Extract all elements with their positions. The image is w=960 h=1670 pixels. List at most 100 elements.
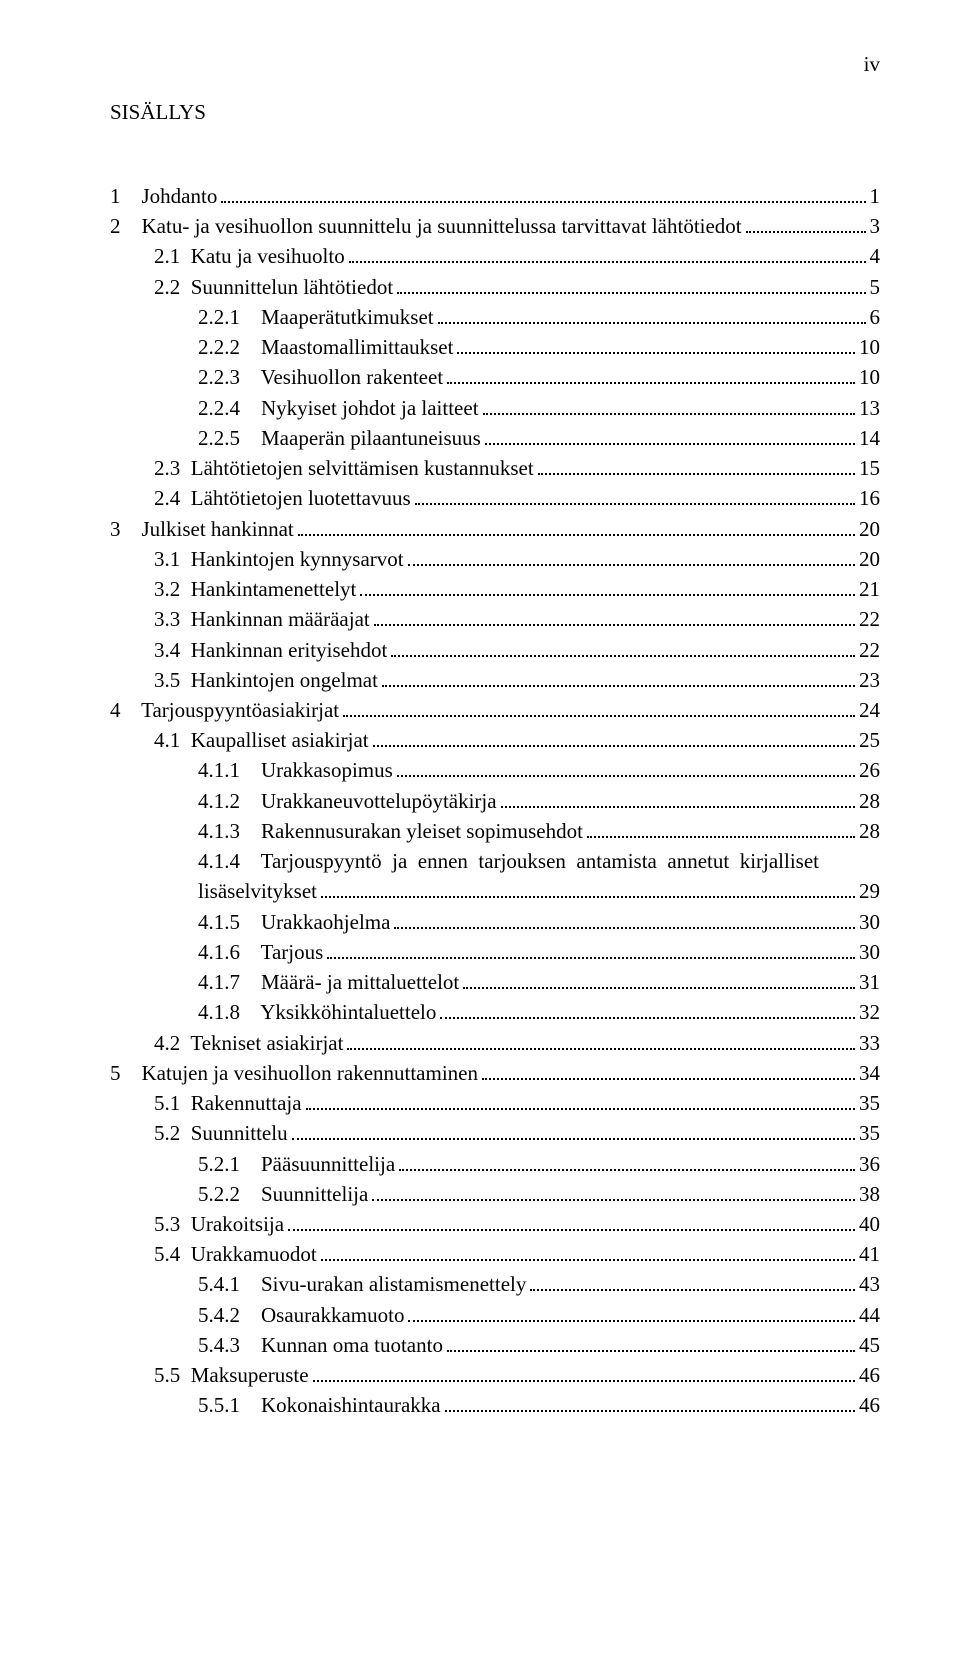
toc-leader-dots <box>457 341 855 355</box>
toc-entry-page: 21 <box>859 574 880 604</box>
toc-leader-dots <box>288 1217 855 1231</box>
toc-entry-label: 1 Johdanto <box>110 181 217 211</box>
toc-entry: 5.2.2 Suunnittelija 38 <box>110 1179 880 1209</box>
toc-entry: 2.4 Lähtötietojen luotettavuus16 <box>110 483 880 513</box>
toc-entry-page: 35 <box>859 1088 880 1118</box>
toc-entry: 5.5.1 Kokonaishintaurakka 46 <box>110 1390 880 1420</box>
toc-leader-dots <box>399 1157 855 1171</box>
toc-entry: 4.1.7 Määrä- ja mittaluettelot 31 <box>110 967 880 997</box>
toc-entry-label: 5 Katujen ja vesihuollon rakennuttaminen <box>110 1058 478 1088</box>
toc-entry: 4 Tarjouspyyntöasiakirjat 24 <box>110 695 880 725</box>
toc-entry-label: 4.1.7 Määrä- ja mittaluettelot <box>198 967 459 997</box>
toc-entry-page: 28 <box>859 786 880 816</box>
toc-entry-page: 13 <box>859 393 880 423</box>
toc-entry-page: 6 <box>870 302 881 332</box>
toc-entry-label: 4.1.3 Rakennusurakan yleiset sopimusehdo… <box>198 816 583 846</box>
toc-entry-page: 4 <box>870 241 881 271</box>
toc-entry-label: 5.2.1 Pääsuunnittelija <box>198 1149 395 1179</box>
toc-leader-dots <box>298 522 855 536</box>
toc-entry-label: 4.2 Tekniset asiakirjat <box>154 1028 343 1058</box>
toc-leader-dots <box>372 1187 855 1201</box>
toc-entry-page: 44 <box>859 1300 880 1330</box>
toc-leader-dots <box>360 583 855 597</box>
toc-entry-page: 38 <box>859 1179 880 1209</box>
toc-entry: 5.4.2 Osaurakkamuoto 44 <box>110 1300 880 1330</box>
toc-entry: 4.1.5 Urakkaohjelma30 <box>110 907 880 937</box>
toc-leader-dots <box>445 1399 855 1413</box>
toc-entry-page: 43 <box>859 1269 880 1299</box>
toc-entry-label: 5.4 Urakkamuodot <box>154 1239 317 1269</box>
toc-entry: 4.1.6 Tarjous30 <box>110 937 880 967</box>
toc-entry-page: 22 <box>859 604 880 634</box>
toc-entry-label: 3.3 Hankinnan määräajat <box>154 604 370 634</box>
toc-entry: 2.1 Katu ja vesihuolto4 <box>110 241 880 271</box>
toc-entry-label: 4.1.2 Urakkaneuvottelupöytäkirja <box>198 786 497 816</box>
toc-leader-dots <box>485 431 855 445</box>
toc-entry: 3 Julkiset hankinnat20 <box>110 514 880 544</box>
toc-entry-label: 5.4.3 Kunnan oma tuotanto <box>198 1330 443 1360</box>
toc-entry-label: 5.2.2 Suunnittelija <box>198 1179 368 1209</box>
toc-entry-page: 14 <box>859 423 880 453</box>
toc-entry: 3.3 Hankinnan määräajat 22 <box>110 604 880 634</box>
toc-leader-dots <box>221 189 865 203</box>
toc-leader-dots <box>306 1096 855 1110</box>
toc-entry: 4.1.8 Yksikköhintaluettelo 32 <box>110 997 880 1027</box>
toc-leader-dots <box>373 734 855 748</box>
toc-entry-wrap: lisäselvitykset <box>198 876 317 906</box>
toc-leader-dots <box>374 613 855 627</box>
toc-entry-page: 5 <box>870 272 881 302</box>
toc-entry: 5.4.3 Kunnan oma tuotanto 45 <box>110 1330 880 1360</box>
toc-entry-label: 5.5.1 Kokonaishintaurakka <box>198 1390 441 1420</box>
toc-leader-dots <box>321 1248 855 1262</box>
toc-entry-label: 4.1.8 Yksikköhintaluettelo <box>198 997 436 1027</box>
toc-entry-label: 4.1.6 Tarjous <box>198 937 323 967</box>
toc-entry-page: 28 <box>859 816 880 846</box>
toc-leader-dots <box>313 1369 855 1383</box>
toc-entry-page: 31 <box>859 967 880 997</box>
toc-entry-page: 10 <box>859 332 880 362</box>
toc-entry-page: 41 <box>859 1239 880 1269</box>
page: iv SISÄLLYS 1 Johdanto12 Katu- ja vesihu… <box>0 0 960 1670</box>
toc-entry-page: 24 <box>859 695 880 725</box>
toc-entry-label: 4.1.4 Tarjouspyyntö ja ennen tarjouksen … <box>198 846 819 876</box>
toc-entry-label: 5.5 Maksuperuste <box>154 1360 309 1390</box>
toc-entry-page: 45 <box>859 1330 880 1360</box>
toc-entry-page: 46 <box>859 1390 880 1420</box>
toc-entry: 4.1 Kaupalliset asiakirjat25 <box>110 725 880 755</box>
toc-entry: 5.1 Rakennuttaja35 <box>110 1088 880 1118</box>
toc-entry: 4.1.4 Tarjouspyyntö ja ennen tarjouksen … <box>110 846 880 876</box>
toc-entry: 2 Katu- ja vesihuollon suunnittelu ja su… <box>110 211 880 241</box>
toc-entry-label: 3.5 Hankintojen ongelmat <box>154 665 378 695</box>
toc-leader-dots <box>447 371 855 385</box>
toc-entry-page: 29 <box>859 876 880 906</box>
toc-entry-page: 40 <box>859 1209 880 1239</box>
toc-entry-label: 2.2 Suunnittelun lähtötiedot <box>154 272 393 302</box>
toc-entry: 2.2.3 Vesihuollon rakenteet10 <box>110 362 880 392</box>
toc-entry-label: 2.4 Lähtötietojen luotettavuus <box>154 483 411 513</box>
toc-entry-label: 5.4.2 Osaurakkamuoto <box>198 1300 404 1330</box>
toc-entry: 5.5 Maksuperuste46 <box>110 1360 880 1390</box>
toc-entry: 2.2.4 Nykyiset johdot ja laitteet13 <box>110 393 880 423</box>
toc-leader-dots <box>447 1338 855 1352</box>
toc-entry-page: 20 <box>859 514 880 544</box>
toc-entry-label: 4 Tarjouspyyntöasiakirjat <box>110 695 339 725</box>
toc-entry-continuation: lisäselvitykset 29 <box>110 876 880 906</box>
toc-entry: 2.2.5 Maaperän pilaantuneisuus14 <box>110 423 880 453</box>
toc-entry: 5.2 Suunnittelu35 <box>110 1118 880 1148</box>
toc-entry-page: 32 <box>859 997 880 1027</box>
toc-leader-dots <box>321 885 855 899</box>
toc-entry: 4.1.3 Rakennusurakan yleiset sopimusehdo… <box>110 816 880 846</box>
toc-leader-dots <box>530 1278 855 1292</box>
toc-entry: 4.1.2 Urakkaneuvottelupöytäkirja 28 <box>110 786 880 816</box>
toc-leader-dots <box>587 824 855 838</box>
toc-leader-dots <box>349 250 866 264</box>
toc-entry-label: 3.2 Hankintamenettelyt <box>154 574 356 604</box>
toc-leader-dots <box>347 1036 855 1050</box>
toc-entry-page: 26 <box>859 755 880 785</box>
toc-entry-page: 1 <box>870 181 881 211</box>
toc-entry-label: 5.3 Urakoitsija <box>154 1209 284 1239</box>
toc-entry: 4.2 Tekniset asiakirjat33 <box>110 1028 880 1058</box>
toc-entry: 2.2.2 Maastomallimittaukset10 <box>110 332 880 362</box>
toc-entry-label: 2.2.1 Maaperätutkimukset <box>198 302 434 332</box>
toc-entry-label: 5.4.1 Sivu-urakan alistamismenettely <box>198 1269 526 1299</box>
